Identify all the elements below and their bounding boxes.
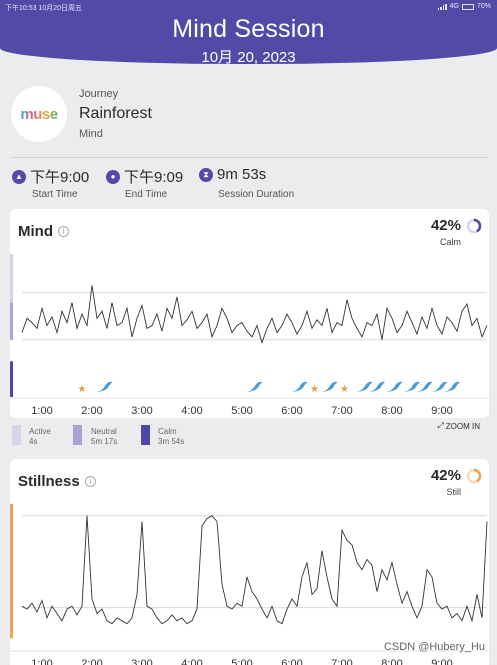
bird-icon [444,381,460,392]
x-tick-label: 8:00 [381,405,402,417]
stillness-chart: 1:00 2:00 3:00 4:00 5:00 6:00 7:00 8:00 9:00 [10,504,489,665]
calm-percent-label: Calm [439,237,461,247]
calm-ring-icon [466,218,482,234]
network-type: 4G [449,3,459,10]
info-icon[interactable]: i [58,226,69,237]
duration-stat: ⧗ 9m 53s [199,166,266,183]
journey-name: Rainforest [79,105,152,122]
x-tick-label: 9:00 [431,658,452,665]
state-band [10,504,13,639]
x-tick-label: 1:00 [31,405,52,417]
star-icon: ★ [340,384,349,395]
x-tick-label: 3:00 [131,658,152,665]
mind-card: Mind i 42% Calm ★ ★ ★ 1:00 2:00 3:00 4:00 5:00 6… [10,209,489,418]
mind-title-text: Mind [18,223,53,240]
bird-icon [321,381,338,392]
star-icon: ★ [78,384,87,395]
end-time-icon: ● [106,169,120,184]
start-time-label: Start Time [32,189,78,200]
legend-neutral-name: Neutral [91,427,117,436]
bird-icon [416,381,433,392]
divider [10,157,488,158]
legend-calm-name: Calm [158,427,177,436]
bird-icon [431,381,448,392]
watermark: CSDN @Hubery_Hu [383,641,485,653]
x-tick-label: 6:00 [281,658,302,665]
session-header: 下午10:53 10月20日周五 4G 70% Mind Session 10月… [0,0,497,66]
series-line [21,285,488,345]
duration-value: 9m 53s [217,166,267,183]
duration-label: Session Duration [218,189,295,200]
end-time-stat: ● 下午9:09 [106,166,183,187]
hourglass-icon: ⧗ [199,167,213,182]
info-icon[interactable]: i [84,476,96,487]
x-tick-label: 5:00 [231,405,252,417]
battery-level: 70% [476,3,491,10]
session-date: 10月 20, 2023 [201,49,296,66]
bird-icon [96,381,113,392]
legend-active-value: 4s [29,437,38,446]
zoom-in-button[interactable]: ⤢ ZOOM IN [437,421,480,431]
bird-icon [386,381,403,392]
calm-percent: 42% [430,217,461,234]
start-time-stat: ▲ 下午9:00 [12,166,89,187]
status-time-date: 下午10:53 10月20日周五 [5,5,83,12]
start-time-icon: ▲ [12,169,26,184]
muse-logo: muse [11,86,67,142]
bird-icon [246,381,263,392]
x-tick-label: 7:00 [331,405,352,417]
start-time-value: 下午9:00 [30,169,90,186]
x-tick-label: 7:00 [331,658,352,665]
bird-icon [369,381,385,392]
still-percent: 42% [430,467,461,484]
x-tick-label: 1:00 [31,658,52,665]
x-tick-label: 3:00 [131,405,152,417]
still-percent-label: Still [446,487,461,497]
x-tick-label: 4:00 [181,658,202,665]
legend-calm-value: 3m 54s [158,437,185,446]
x-tick-label: 4:00 [181,405,202,417]
status-bar: 下午10:53 10月20日周五 4G 70% [0,0,497,14]
battery-icon [461,3,474,10]
legend-calm-swatch [141,425,150,445]
legend-neutral-swatch [73,425,82,445]
end-time-value: 下午9:09 [124,169,184,186]
page-title: Mind Session [172,15,325,43]
x-tick-label: 8:00 [381,658,402,665]
muse-logo-text: muse [20,105,58,123]
bird-icon [356,381,373,392]
journey-type: Mind [79,128,103,140]
legend-neutral-value: 5m 17s [91,437,118,446]
x-tick-label: 6:00 [281,405,302,417]
x-tick-label: 2:00 [81,658,102,665]
bird-icon [291,381,308,392]
status-indicators: 4G 70% [437,3,491,10]
legend-active-name: Active [29,427,51,436]
signal-icon [437,3,447,10]
mind-card-title: Mind i [18,223,69,240]
x-tick-label: 2:00 [81,405,102,417]
x-tick-label: 9:00 [431,405,452,417]
stillness-title-text: Stillness [18,473,80,490]
bird-icon [404,381,420,392]
journey-label: Journey [79,88,119,100]
series-line [21,515,488,625]
zoom-in-label: ZOOM IN [445,421,480,431]
legend-active-swatch [12,425,21,445]
stillness-card: Stillness i 42% Still 1:00 2:00 3:00 4:00 5:… [10,459,489,665]
mind-chart: ★ ★ ★ 1:00 2:00 3:00 4:00 5:00 6:00 7:00 8:00 9:00 [10,254,489,417]
expand-icon: ⤢ [437,421,444,430]
star-icon: ★ [310,384,319,395]
state-band [10,302,13,340]
still-ring-icon [466,468,482,484]
state-band [10,361,13,397]
state-band [10,254,13,303]
end-time-label: End Time [125,189,168,200]
x-tick-label: 5:00 [231,658,252,665]
stillness-card-title: Stillness i [18,473,96,490]
